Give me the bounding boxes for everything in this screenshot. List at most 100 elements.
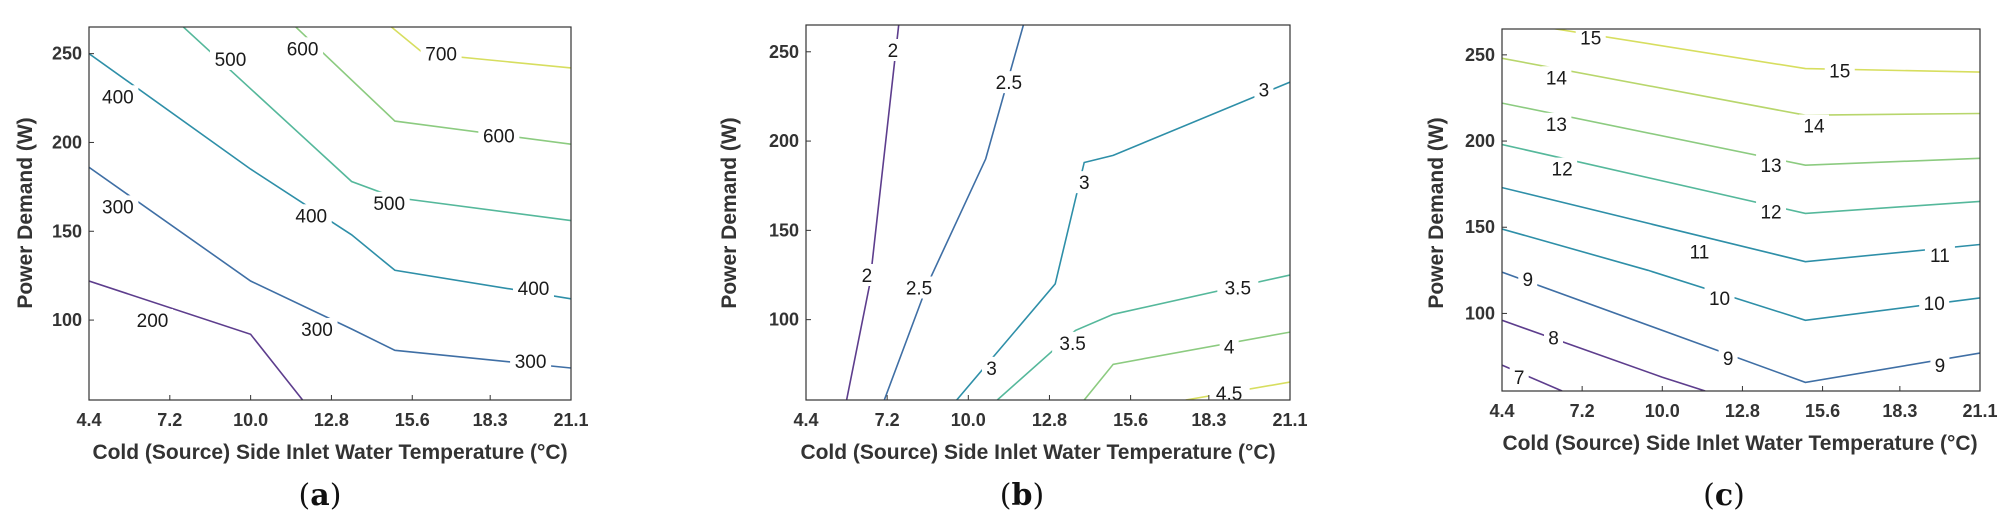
panel-a-contours: 200 300 300 300 400 400 400 500 500 600 600 700 xyxy=(89,27,571,400)
x-tick-label: 18.3 xyxy=(473,410,508,430)
panel-a-ylabel: Power Demand (W) xyxy=(14,117,37,308)
contour-label-600: 600 xyxy=(287,39,319,60)
x-tick-label: 15.6 xyxy=(395,410,430,430)
contour-label-bg xyxy=(1219,335,1239,358)
y-tick-label: 200 xyxy=(1465,131,1495,151)
contour-label-bg xyxy=(1824,59,1855,82)
x-tick-label: 7.2 xyxy=(875,410,900,430)
contour-label-13: 13 xyxy=(1546,115,1567,136)
contour-label-bg xyxy=(478,124,520,147)
contour-label-bg xyxy=(131,309,173,332)
contour-label-3-5: 3.5 xyxy=(1059,334,1085,355)
panel-b-plot-frame xyxy=(805,24,1291,401)
contour-label-12: 12 xyxy=(1760,203,1781,224)
contour-label-300: 300 xyxy=(102,197,134,218)
contour-label-bg xyxy=(97,85,139,108)
contour-label-13: 13 xyxy=(1760,156,1781,177)
panel-b: 2 2 2.5 2.5 3 3 3 3.5 3.5 4 4.5 4.4 7.2 10.0 12.8 15.6… xyxy=(718,24,1308,513)
contour-label-bg xyxy=(1541,66,1572,89)
contour-label-bg xyxy=(988,71,1030,94)
panel-c-plot-frame xyxy=(1501,28,1981,392)
contour-label-300: 300 xyxy=(515,352,547,373)
y-tick-label: 100 xyxy=(52,310,82,330)
x-tick-label: 12.8 xyxy=(1725,401,1760,421)
contour-label-bg xyxy=(1509,366,1529,389)
contour-label-2-5: 2.5 xyxy=(906,279,932,300)
y-tick-label: 200 xyxy=(52,132,82,152)
contour-label-bg xyxy=(1541,112,1572,135)
contour-label-4-5: 4.5 xyxy=(1216,384,1242,405)
panel-a-ticks: 4.4 7.2 10.0 12.8 15.6 18.3 21.1 100 150 200 250 xyxy=(52,44,589,430)
contour-line-500 xyxy=(182,27,571,222)
contour-line-9 xyxy=(1502,271,1980,384)
contour-label-500: 500 xyxy=(373,194,405,215)
contour-line-300 xyxy=(89,166,571,369)
x-tick-label: 21.1 xyxy=(1272,410,1307,430)
panel-c-caption-letter: c xyxy=(1715,478,1733,513)
contour-label-bg xyxy=(1718,347,1738,370)
x-tick-label: 7.2 xyxy=(1570,401,1595,421)
contour-label-14: 14 xyxy=(1546,68,1568,89)
x-tick-label: 4.4 xyxy=(1489,401,1514,421)
contour-label-3-5: 3.5 xyxy=(1225,279,1251,300)
contour-label-600: 600 xyxy=(483,126,515,147)
contour-line-12 xyxy=(1502,143,1980,215)
contour-label-bg xyxy=(1208,381,1250,404)
x-tick-label: 21.1 xyxy=(1962,401,1997,421)
contour-label-bg xyxy=(420,42,462,65)
contour-line-3-5 xyxy=(996,274,1290,400)
contour-line-15 xyxy=(1551,29,1980,73)
panel-a-xlabel: Cold (Source) Side Inlet Water Temperatu… xyxy=(92,441,567,464)
contour-line-14 xyxy=(1502,57,1980,117)
contour-label-bg xyxy=(1052,331,1094,354)
contour-line-3 xyxy=(956,81,1290,400)
contour-label-3: 3 xyxy=(1259,80,1270,101)
contour-line-2 xyxy=(845,25,900,400)
panel-a-caption-letter: a xyxy=(310,478,329,513)
y-tick-label: 150 xyxy=(769,220,799,240)
contour-label-bg xyxy=(981,356,1001,379)
y-tick-label: 150 xyxy=(1465,217,1495,237)
x-tick-label: 18.3 xyxy=(1882,401,1917,421)
panel-a-plot-frame xyxy=(88,26,572,401)
panel-b-ticks: 4.4 7.2 10.0 12.8 15.6 18.3 21.1 100 150 200 250 xyxy=(769,42,1308,430)
contour-label-bg xyxy=(282,37,324,60)
contour-label-bg xyxy=(1924,243,1955,266)
panel-b-contours: 2 2 2.5 2.5 3 3 3 3.5 3.5 4 4.5 xyxy=(845,25,1290,405)
x-tick-label: 10.0 xyxy=(233,410,268,430)
contour-label-bg xyxy=(1704,286,1735,309)
x-tick-label: 21.1 xyxy=(553,410,588,430)
contour-label-7: 7 xyxy=(1514,368,1525,389)
panel-b-contour-lines xyxy=(845,25,1290,400)
y-tick-label: 100 xyxy=(1465,303,1495,323)
contour-label-bg xyxy=(1930,354,1950,377)
contour-label-bg xyxy=(97,195,139,218)
contour-label-10: 10 xyxy=(1709,289,1730,310)
x-tick-label: 10.0 xyxy=(951,410,986,430)
contour-line-11 xyxy=(1502,186,1980,263)
contour-label-bg xyxy=(883,39,903,61)
contour-label-bg xyxy=(1217,276,1259,299)
x-tick-label: 4.4 xyxy=(793,410,818,430)
contour-label-9: 9 xyxy=(1522,270,1533,291)
panel-b-caption-letter: b xyxy=(1012,478,1033,513)
contour-label-bg xyxy=(1575,26,1606,49)
contour-label-15: 15 xyxy=(1580,29,1601,50)
contour-label-200: 200 xyxy=(137,311,169,332)
contour-label-bg xyxy=(857,264,877,286)
contour-label-8: 8 xyxy=(1548,329,1559,350)
contour-label-bg xyxy=(1919,292,1950,315)
contour-label-bg xyxy=(368,191,410,214)
contour-label-bg xyxy=(512,277,554,300)
contour-label-bg xyxy=(1547,157,1578,180)
contour-label-12: 12 xyxy=(1552,160,1573,181)
contour-label-400: 400 xyxy=(518,279,550,300)
contour-label-bg xyxy=(1798,114,1829,137)
panel-c-contour-lines xyxy=(1502,29,1980,391)
x-tick-label: 12.8 xyxy=(1032,410,1067,430)
x-tick-label: 18.3 xyxy=(1191,410,1226,430)
contour-label-3: 3 xyxy=(986,359,997,380)
contour-label-bg xyxy=(290,204,332,227)
x-tick-label: 15.6 xyxy=(1805,401,1840,421)
